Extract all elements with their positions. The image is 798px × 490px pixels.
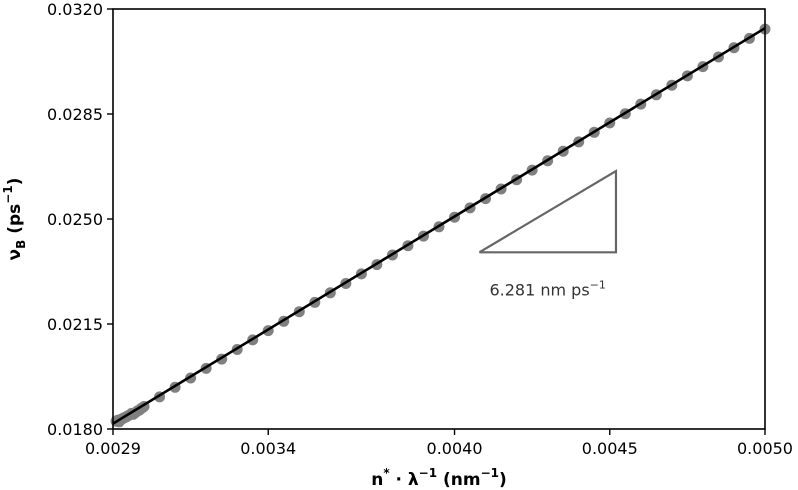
plot-frame bbox=[112, 8, 766, 430]
y-tick-label: 0.0250 bbox=[47, 210, 103, 229]
x-tick-label: 0.0040 bbox=[427, 439, 483, 458]
x-tick-label: 0.0034 bbox=[240, 439, 296, 458]
y-tick-label: 0.0285 bbox=[47, 105, 103, 124]
x-tick-label: 0.0050 bbox=[737, 439, 793, 458]
annotation-layer: 6.281 nm ps−1 bbox=[478, 169, 618, 299]
y-axis-label: νB (ps−1) bbox=[1, 178, 28, 261]
slope-triangle bbox=[478, 169, 618, 254]
data-layer bbox=[110, 23, 771, 428]
y-tick-label: 0.0180 bbox=[47, 420, 103, 439]
slope-label: 6.281 nm ps−1 bbox=[489, 278, 605, 299]
x-axis-label: n* · λ−1 (nm−1) bbox=[371, 466, 507, 490]
ticks-layer: 0.0029 0.0034 0.0040 0.0045 0.0050 0.0180 0.02… bbox=[47, 0, 793, 458]
y-tick-label: 0.0215 bbox=[47, 315, 103, 334]
x-tick-label: 0.0045 bbox=[582, 439, 638, 458]
y-tick-label: 0.0320 bbox=[47, 0, 103, 19]
x-tick-label: 0.0029 bbox=[85, 439, 141, 458]
fit-line bbox=[112, 27, 766, 425]
